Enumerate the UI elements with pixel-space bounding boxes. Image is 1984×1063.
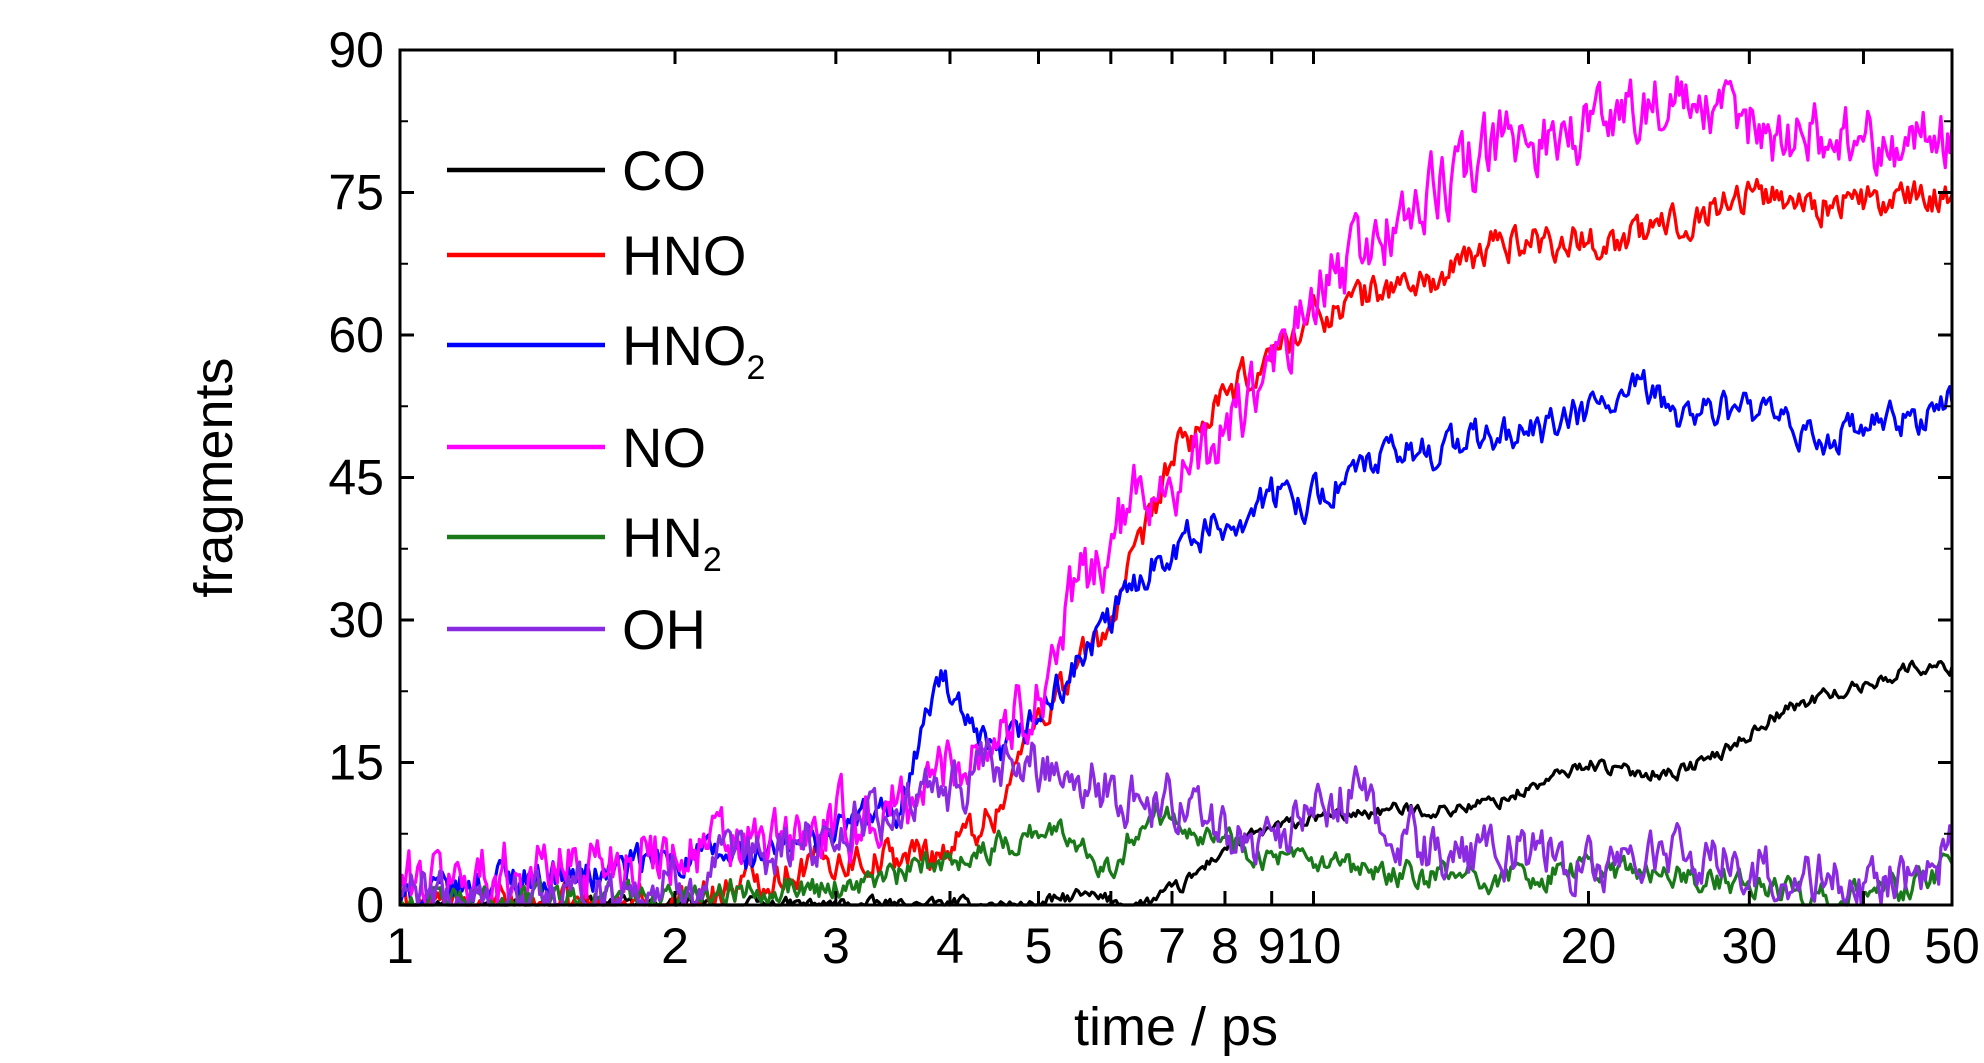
legend-label-oh: OH [622, 598, 706, 661]
legend-label-hno: HNO [622, 224, 746, 287]
x-tick-label: 1 [386, 918, 414, 974]
series-line-hno2 [398, 368, 1954, 907]
y-tick-label: 45 [328, 450, 384, 506]
y-tick-label: 60 [328, 307, 384, 363]
x-tick-label: 40 [1836, 918, 1892, 974]
x-tick-label: 30 [1722, 918, 1778, 974]
x-axis-title: time / ps [1074, 997, 1278, 1057]
y-axis-title: fragments [184, 357, 244, 597]
x-tick-label: 2 [661, 918, 689, 974]
legend-label-hno2: HNO2 [622, 314, 765, 387]
y-tick-label: 30 [328, 592, 384, 648]
x-tick-label: 8 [1211, 918, 1239, 974]
y-tick-label: 15 [328, 735, 384, 791]
series-line-no [398, 75, 1954, 907]
y-tick-label: 0 [356, 877, 384, 933]
x-tick-label: 7 [1158, 918, 1186, 974]
legend-label-hn2: HN2 [622, 506, 722, 579]
x-tick-label: 10 [1286, 918, 1342, 974]
x-tick-label: 3 [822, 918, 850, 974]
x-tick-label: 20 [1561, 918, 1617, 974]
y-tick-label: 90 [328, 22, 384, 78]
x-tick-label: 4 [936, 918, 964, 974]
x-tick-label: 6 [1097, 918, 1125, 974]
y-tick-label: 75 [328, 165, 384, 221]
legend-label-co: CO [622, 139, 706, 202]
series-line-oh [399, 737, 1954, 907]
legend-label-no: NO [622, 416, 706, 479]
x-tick-label: 50 [1924, 918, 1980, 974]
x-tick-label: 5 [1025, 918, 1053, 974]
x-tick-label: 9 [1258, 918, 1286, 974]
legend: CO HNO HNO2 NO HN2 OH [447, 139, 765, 661]
